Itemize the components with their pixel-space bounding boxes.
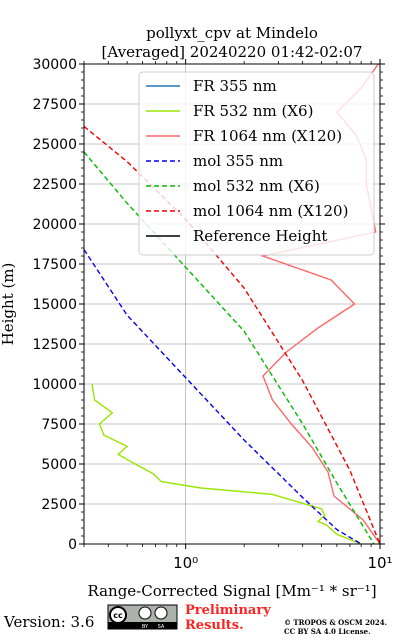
cc-badge-sa: SA [158,624,165,630]
copyright-line-2: CC BY SA 4.0 License. [284,627,371,636]
x-tick-label: 10¹ [367,554,392,572]
y-tick-label: 25000 [32,137,77,153]
legend-label: mol 1064 nm (X120) [193,202,348,220]
legend-label: FR 532 nm (X6) [193,102,313,120]
legend-label: Reference Height [193,227,327,245]
legend-label: FR 1064 nm (X120) [193,127,342,145]
preliminary-label-line-2: Results. [185,618,244,633]
y-tick-label: 17500 [32,257,77,273]
chart-title-line-1: pollyxt_cpv at Mindelo [146,24,318,42]
y-tick-label: 5000 [41,457,77,473]
legend-box [138,71,375,256]
y-tick-label: 27500 [32,97,77,113]
x-tick-label: 10⁰ [173,554,198,572]
preliminary-label-line-1: Preliminary [185,603,271,618]
copyright-line-1: © TROPOS & OSCM 2024. [284,618,387,627]
cc-badge-by: BY [142,624,149,630]
series-line-mol-532-nm-x6- [84,151,375,544]
cc-icon [109,606,127,624]
cc-badge-cc: cc [113,611,123,620]
legend-label: FR 355 nm [193,77,277,95]
sa-icon [154,606,168,620]
cc-license-badge: cc BY SA [107,604,178,630]
y-tick-label: 22500 [32,177,77,193]
y-tick-label: 0 [68,537,77,553]
y-axis-label: Height (m) [0,263,17,346]
legend-label: mol 532 nm (X6) [193,177,320,195]
series-line-fr-532-nm-x6- [91,383,362,544]
y-tick-label: 30000 [32,57,77,73]
y-tick-label: 10000 [32,377,77,393]
chart-title-line-2: [Averaged] 20240220 01:42-02:07 [102,43,363,61]
y-tick-label: 20000 [32,217,77,233]
y-tick-label: 7500 [41,417,77,433]
version-label: Version: 3.6 [3,613,94,631]
plot-area: 0 2500 5000 7500 10000 12500 15000 17500 20000 22… [32,57,392,572]
by-icon [138,606,152,620]
y-tick-label: 2500 [41,497,77,513]
x-axis-label: Range-Corrected Signal [Mm⁻¹ * sr⁻¹] [87,582,376,600]
y-tick-label: 12500 [32,337,77,353]
series-line-mol-1064-nm-x120- [84,125,380,544]
legend-label: mol 355 nm [193,152,283,170]
series-line-mol-355-nm [84,249,362,544]
y-tick-label: 15000 [32,297,77,313]
legend: FR 355 nm FR 532 nm (X6) FR 1064 nm (X120)… [138,71,375,256]
